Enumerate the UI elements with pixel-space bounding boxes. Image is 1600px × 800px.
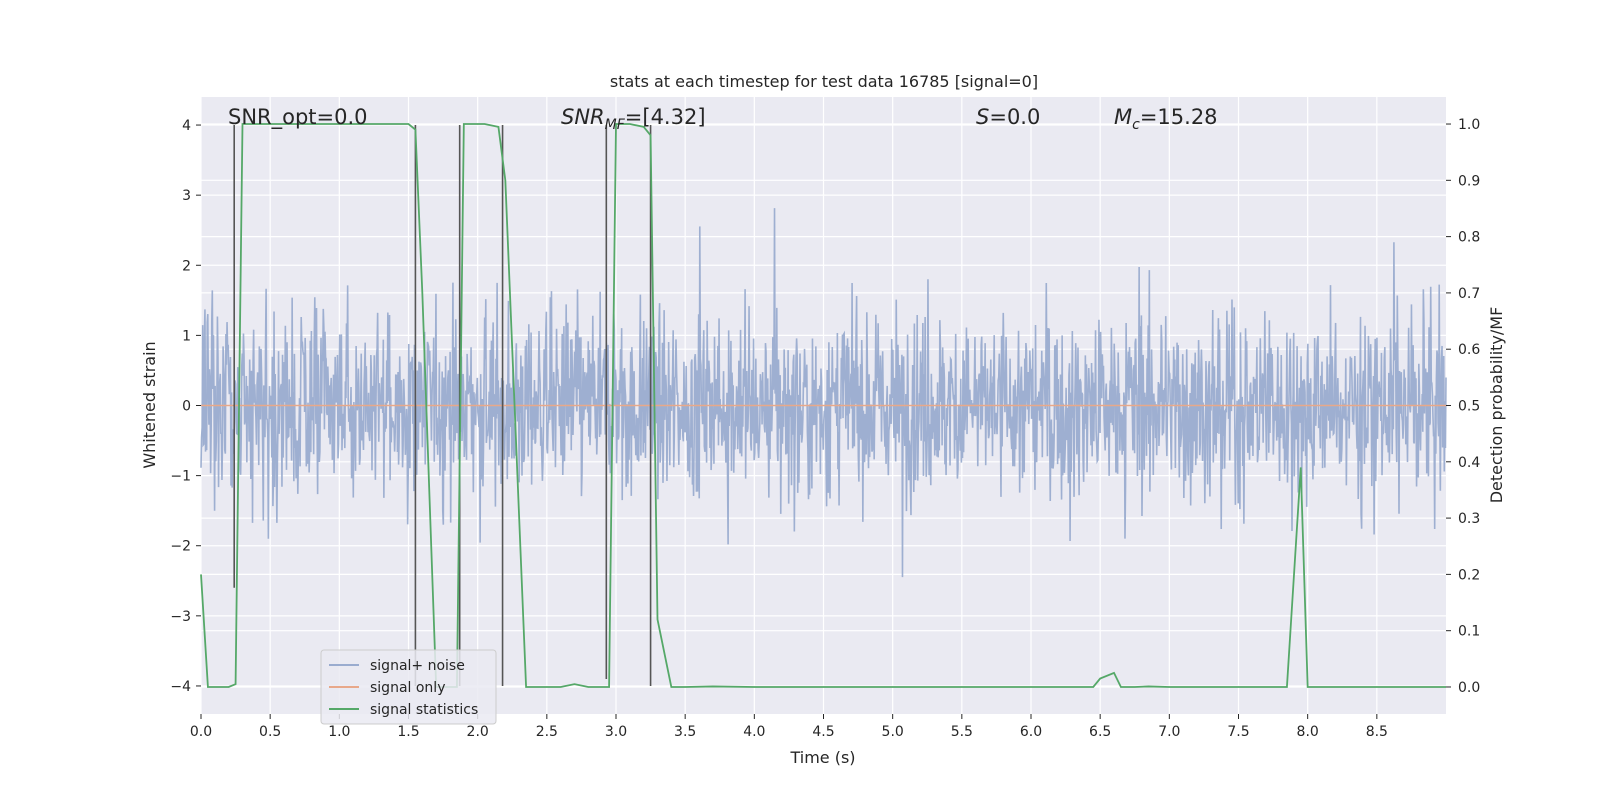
y-tick-label: −3 [170, 609, 191, 625]
legend-label: signal statistics [370, 702, 478, 718]
x-tick-label: 0.0 [190, 724, 212, 740]
y-tick-label: −1 [170, 469, 191, 485]
y2-tick-label: 0.7 [1458, 286, 1480, 302]
legend-label: signal only [370, 680, 445, 696]
y-axis-label: Whitened strain [140, 341, 159, 468]
annotation-mc: Mc=15.28 [1114, 105, 1218, 133]
annotation-snr-opt: SNR_opt=0.0 [228, 105, 368, 130]
x-tick-label: 7.5 [1227, 724, 1249, 740]
y-tick-label: 0 [182, 399, 191, 415]
legend-box [320, 649, 497, 725]
x-tick-label: 6.5 [1089, 724, 1111, 740]
x-tick-label: 4.5 [812, 724, 834, 740]
y2-tick-label: 0.1 [1458, 624, 1480, 640]
y2-tick-label: 0.6 [1458, 342, 1480, 358]
x-axis-label: Time (s) [789, 748, 855, 767]
series-signal-statistics-line [200, 123, 1446, 688]
x-tick-label: 3.0 [605, 724, 627, 740]
y2-tick-label: 0.3 [1458, 511, 1480, 527]
y2-tick-label: 1.0 [1458, 117, 1480, 133]
annotation-mc-value: =15.28 [1140, 105, 1218, 129]
x-tick-label: 4.0 [743, 724, 765, 740]
annotation-snr-mf-sub: MF [605, 117, 626, 133]
x-tick-label: 0.5 [259, 724, 281, 740]
y-tick-label: 1 [182, 328, 191, 344]
annotation-snr-mf-value: =[4.32] [625, 105, 706, 129]
y2-tick-label: 0.8 [1458, 230, 1480, 246]
annotation-snr-mf-main: SNR [561, 105, 605, 129]
y-tick-label: 4 [182, 118, 191, 134]
axes: 0.0 0.5 1.0 1.5 2.0 2.5 3.0 3.5 4.0 4.5 5.0 5.5 6.0 6… [170, 117, 1480, 740]
annotation-mc-main: M [1114, 105, 1132, 129]
annotation-s: S=0.0 [976, 105, 1040, 129]
annotations: SNR_opt=0.0 SNRMF=[4.32] S=0.0 Mc=15.28 [228, 105, 1218, 133]
y-tick-label: 3 [182, 188, 191, 204]
x-tick-label: 6.0 [1020, 724, 1042, 740]
x-tick-label: 2.5 [536, 724, 558, 740]
series-signal-noise-line [200, 208, 1447, 578]
y2-tick-label: 0.9 [1458, 173, 1480, 189]
x-tick-label: 2.0 [467, 724, 489, 740]
legend-label: signal+ noise [370, 658, 465, 674]
y-tick-label: −2 [170, 539, 191, 555]
y2-tick-label: 0.0 [1458, 680, 1480, 696]
y-tick-label: −4 [170, 679, 191, 695]
y2-axis-label: Detection probability/MF [1487, 307, 1506, 504]
y2-tick-label: 0.4 [1458, 455, 1480, 471]
x-tick-label: 7.0 [1158, 724, 1180, 740]
x-tick-label: 8.0 [1297, 724, 1319, 740]
y2-tick-label: 0.2 [1458, 567, 1480, 583]
annotation-snr-mf: SNRMF=[4.32] [561, 105, 706, 133]
chart-title: stats at each timestep for test data 167… [610, 72, 1038, 91]
x-tick-label: 1.5 [397, 724, 419, 740]
y2-tick-label: 0.5 [1458, 399, 1480, 415]
x-tick-label: 5.5 [951, 724, 973, 740]
y-tick-label: 2 [182, 258, 191, 274]
annotation-mc-sub: c [1132, 117, 1140, 133]
legend: signal+ noise signal only signal statistic… [320, 649, 497, 725]
x-tick-label: 5.0 [882, 724, 904, 740]
x-tick-label: 3.5 [674, 724, 696, 740]
x-tick-label: 1.0 [328, 724, 350, 740]
x-tick-label: 8.5 [1366, 724, 1388, 740]
series-signal-noise [200, 208, 1447, 578]
series-lines [200, 123, 1446, 688]
annotation-s-main: S [976, 105, 989, 129]
annotation-s-value: =0.0 [989, 105, 1040, 129]
